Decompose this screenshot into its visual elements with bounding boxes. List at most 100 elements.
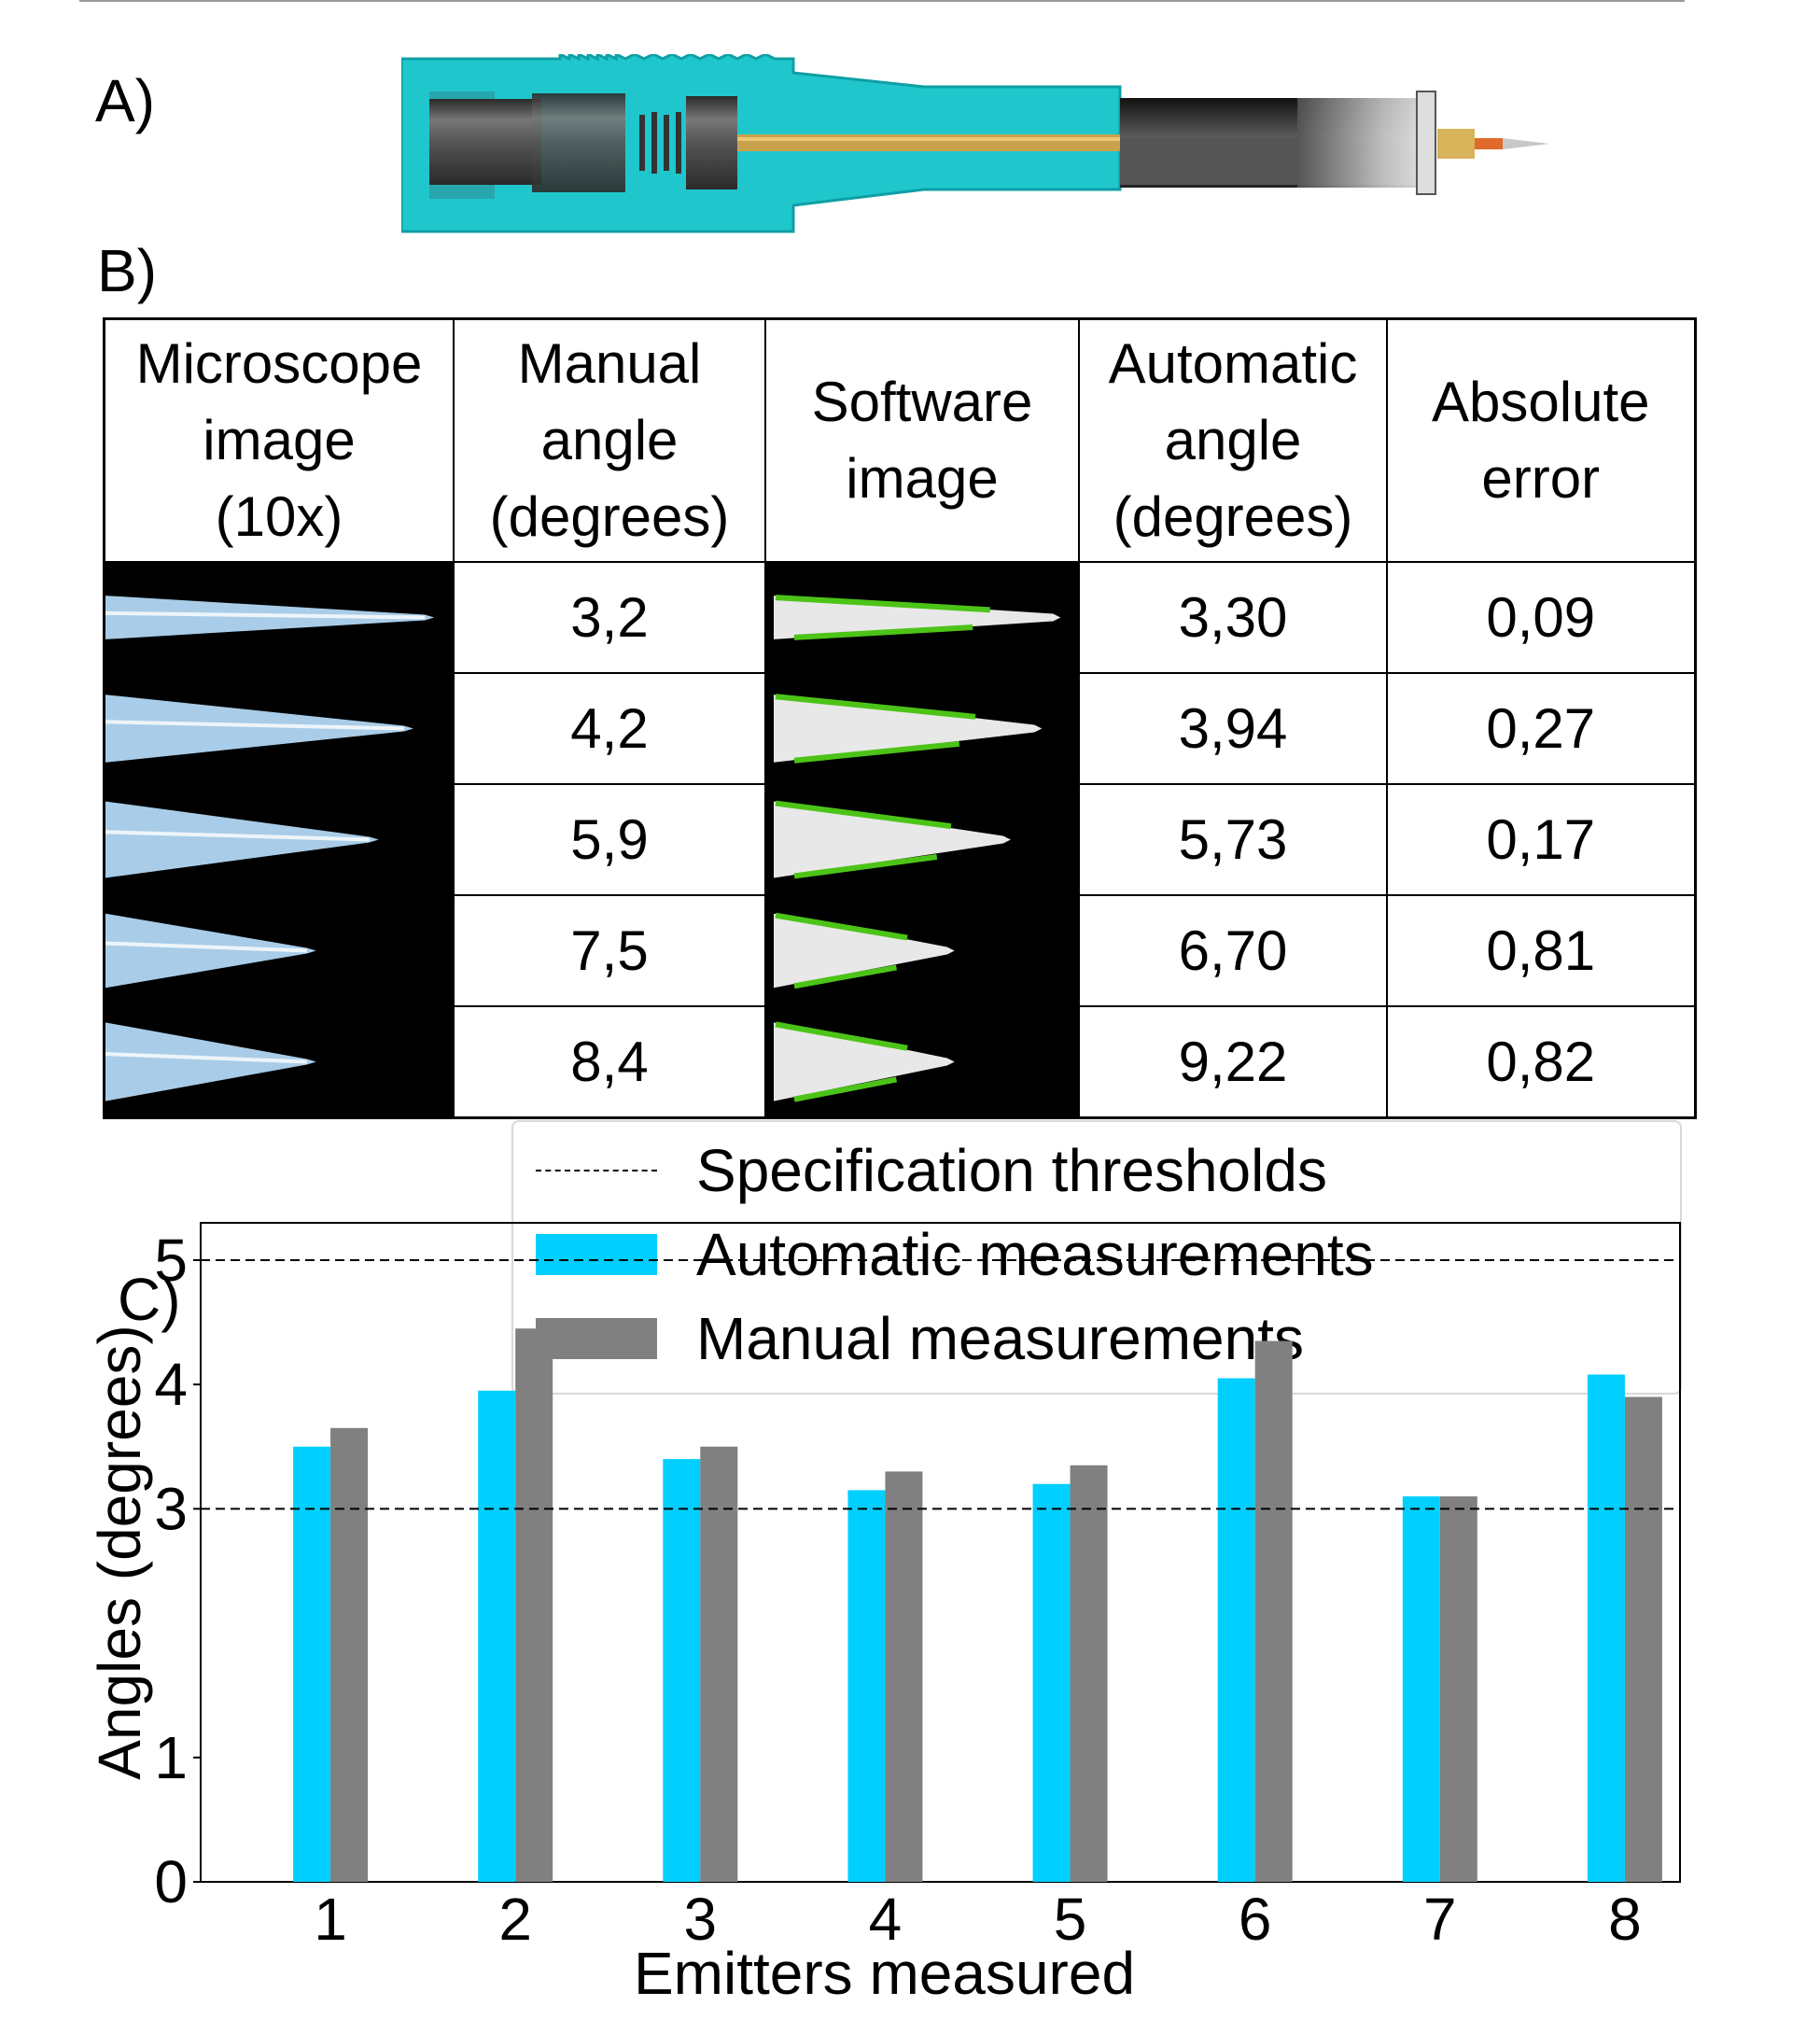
emitter-device-illustration	[401, 54, 1549, 233]
needle-highlight	[105, 720, 404, 731]
bar-automatic	[847, 1490, 886, 1882]
bar-manual	[700, 1446, 738, 1882]
software-needle-image	[774, 800, 1011, 879]
header-microscope-image: Microscope image (10x)	[103, 317, 455, 563]
table-row: 4,2 3,94 0,27	[103, 672, 1696, 785]
cell-manual-angle: 8,4	[453, 1005, 766, 1119]
bar-automatic	[293, 1446, 331, 1882]
bar-automatic	[663, 1459, 701, 1882]
header-manual-angle: Manual angle (degrees)	[453, 317, 766, 563]
bar-automatic	[1032, 1483, 1071, 1882]
plot-frame	[200, 1222, 1681, 1883]
edge-line-lower	[793, 624, 973, 640]
cell-absolute-error: 0,81	[1386, 894, 1696, 1007]
header-line: (10x)	[215, 485, 343, 548]
top-rule	[79, 0, 1685, 2]
panel-a-label: A)	[95, 67, 155, 134]
cell-software-image	[764, 672, 1080, 785]
table-row: 8,4 9,22 0,82	[103, 1005, 1696, 1119]
header-line: angle	[1164, 409, 1302, 471]
bar-manual	[515, 1328, 553, 1882]
cell-absolute-error: 0,17	[1386, 783, 1696, 896]
cell-software-image	[764, 1005, 1080, 1119]
cell-manual-angle: 7,5	[453, 894, 766, 1007]
needle-shape	[105, 596, 435, 639]
table-row: 5,9 5,73 0,17	[103, 783, 1696, 896]
x-tick-label: 5	[1054, 1886, 1087, 1953]
legend-item-manual: Manual measurements	[536, 1301, 1304, 1376]
chart-legend: Specification thresholds Automatic measu…	[511, 1120, 1682, 1395]
edge-line-lower	[793, 740, 960, 764]
needle-shape	[774, 694, 1043, 763]
cell-microscope-image	[103, 1005, 455, 1119]
bar-automatic	[1402, 1496, 1440, 1882]
cell-absolute-error: 0,27	[1386, 672, 1696, 785]
cell-microscope-image	[103, 561, 455, 674]
needle-highlight	[105, 941, 307, 953]
needle-shape	[105, 801, 379, 878]
x-tick-label: 6	[1239, 1886, 1272, 1953]
header-line: Manual	[517, 332, 702, 395]
cell-automatic-angle: 5,73	[1078, 783, 1388, 896]
edge-line-lower	[793, 853, 938, 879]
header-line: Automatic	[1108, 332, 1358, 395]
legend-item-thresholds: Specification thresholds	[536, 1133, 1327, 1208]
cell-software-image	[764, 894, 1080, 1007]
microscope-needle-image	[105, 694, 413, 763]
cell-automatic-angle: 9,22	[1078, 1005, 1388, 1119]
x-tick-label: 1	[314, 1886, 347, 1953]
table-row: 3,2 3,30 0,09	[103, 561, 1696, 674]
x-tick-label: 7	[1423, 1886, 1457, 1953]
y-tick-label: 5	[154, 1227, 188, 1294]
header-line: error	[1481, 447, 1601, 510]
needle-highlight	[105, 830, 370, 842]
header-software-image: Software image	[764, 317, 1080, 563]
cell-microscope-image	[103, 894, 455, 1007]
x-tick-label: 4	[869, 1886, 903, 1953]
table-row: 7,5 6,70 0,81	[103, 894, 1696, 1007]
edge-line-upper	[775, 694, 976, 720]
needle-shape	[105, 913, 316, 989]
bar-manual	[1624, 1396, 1662, 1882]
edge-line-upper	[775, 595, 990, 613]
legend-gray-swatch	[536, 1318, 657, 1359]
x-tick-label: 8	[1608, 1886, 1642, 1953]
header-line: Software	[811, 371, 1033, 433]
cell-absolute-error: 0,82	[1386, 1005, 1696, 1119]
y-tick-label: 0	[154, 1848, 188, 1915]
x-tick-label: 3	[684, 1886, 718, 1953]
legend-label: Automatic measurements	[696, 1221, 1374, 1288]
x-axis-label: Emitters measured	[634, 1940, 1135, 2007]
cell-automatic-angle: 3,30	[1078, 561, 1388, 674]
cell-automatic-angle: 6,70	[1078, 894, 1388, 1007]
table-header-row: Microscope image (10x) Manual angle (deg…	[103, 317, 1696, 563]
cell-automatic-angle: 3,94	[1078, 672, 1388, 785]
panel-c-label: C)	[118, 1266, 181, 1333]
header-line: image	[846, 447, 999, 510]
software-needle-image	[774, 694, 1043, 764]
bar-automatic	[1217, 1378, 1255, 1882]
edge-line-lower	[793, 1076, 898, 1102]
bar-manual	[1254, 1340, 1293, 1882]
header-line: Absolute	[1432, 371, 1650, 433]
legend-dashed-line-swatch	[536, 1150, 657, 1191]
header-line: angle	[540, 409, 679, 471]
panel-b-label: B)	[97, 237, 157, 304]
microscope-needle-image	[105, 913, 316, 989]
header-absolute-error: Absolute error	[1386, 317, 1696, 563]
header-line: (degrees)	[489, 485, 730, 548]
software-needle-image	[774, 1021, 955, 1102]
microscope-needle-image	[105, 1022, 316, 1101]
bar-manual	[1439, 1496, 1477, 1882]
x-tick-label: 2	[498, 1886, 532, 1953]
cell-software-image	[764, 561, 1080, 674]
needle-shape	[774, 801, 1011, 878]
cell-microscope-image	[103, 783, 455, 896]
legend-item-automatic: Automatic measurements	[536, 1217, 1374, 1292]
cell-manual-angle: 3,2	[453, 561, 766, 674]
header-line: (degrees)	[1113, 485, 1353, 548]
bar-automatic	[478, 1390, 516, 1882]
needle-shape	[105, 694, 413, 763]
legend-label: Specification thresholds	[696, 1137, 1327, 1204]
